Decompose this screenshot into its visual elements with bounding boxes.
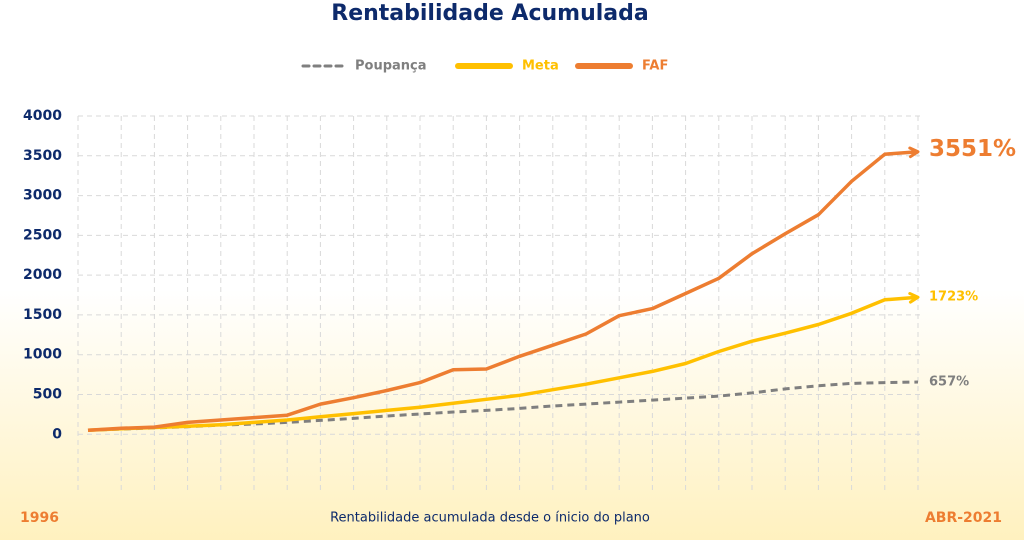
arrow-head [908, 292, 920, 304]
y-tick-label: 2500 [23, 227, 62, 243]
y-tick-label: 0 [52, 426, 62, 442]
legend-label: Meta [522, 59, 559, 74]
y-tick-label: 1500 [23, 307, 62, 323]
x-tick-label: 1996 [20, 510, 59, 526]
data-label: 657% [929, 375, 969, 390]
x-axis-label: Rentabilidade acumulada desde o ínicio d… [330, 511, 650, 526]
y-tick-label: 500 [33, 387, 62, 403]
chart-title: Rentabilidade Acumulada [331, 1, 648, 26]
series-line [87, 149, 919, 433]
legend-label: Poupança [355, 59, 427, 74]
series-line [87, 295, 919, 433]
y-tick-label: 3500 [23, 148, 62, 164]
background [0, 290, 1024, 540]
data-label: 3551% [929, 136, 1016, 162]
y-tick-label: 1000 [23, 347, 62, 363]
y-tick-label: 4000 [23, 108, 62, 124]
arrow-head [908, 146, 920, 159]
data-label: 1723% [929, 290, 978, 305]
legend-label: FAF [642, 59, 668, 74]
x-tick-label: ABR-2021 [925, 510, 1002, 526]
y-tick-label: 3000 [23, 188, 62, 204]
y-tick-label: 2000 [23, 267, 62, 283]
